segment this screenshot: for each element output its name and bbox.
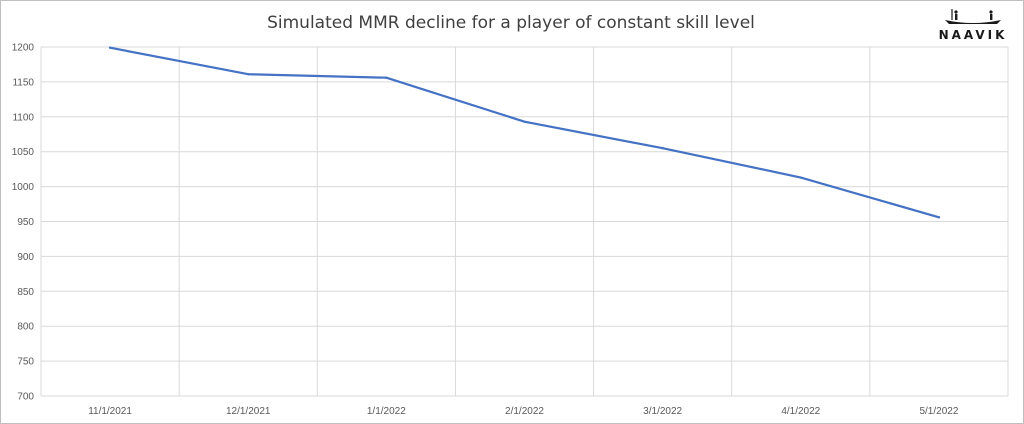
y-tick-label: 900	[17, 252, 34, 263]
y-tick-label: 800	[17, 322, 34, 333]
y-axis-tick-labels: 700 750 800 850 900 950 1000 1050 1100 1150 1200	[12, 43, 35, 403]
naavik-logo: NAAVIK	[939, 9, 1008, 42]
y-tick-label: 1150	[12, 77, 34, 88]
data-point	[108, 46, 112, 49]
y-tick-label: 950	[17, 217, 34, 228]
y-tick-label: 850	[17, 287, 34, 298]
data-point	[937, 216, 941, 219]
x-tick-label: 1/1/2022	[367, 406, 406, 417]
x-tick-label: 12/1/2021	[226, 406, 271, 417]
boat-icon	[945, 9, 1001, 24]
y-tick-label: 700	[17, 392, 34, 403]
x-tick-label: 4/1/2022	[781, 406, 820, 417]
series-line	[108, 46, 941, 219]
y-tick-label: 1100	[12, 112, 34, 123]
data-point	[799, 176, 802, 179]
logo-text: NAAVIK	[939, 28, 1008, 42]
x-tick-label: 11/1/2021	[88, 406, 132, 417]
y-tick-label: 1200	[12, 43, 35, 54]
data-point	[661, 147, 664, 150]
x-axis-tick-labels: 11/1/2021 12/1/2021 1/1/2022 2/1/2022 3/1/20…	[88, 406, 959, 417]
y-tick-label: 750	[17, 357, 34, 368]
series-group	[108, 46, 941, 219]
y-tick-label: 1000	[12, 182, 35, 193]
chart-title: Simulated MMR decline for a player of co…	[267, 13, 755, 33]
data-point	[247, 73, 250, 76]
gridlines	[40, 46, 1009, 397]
x-tick-label: 5/1/2022	[919, 406, 958, 417]
data-point	[523, 120, 526, 123]
x-tick-label: 2/1/2022	[505, 406, 544, 417]
y-tick-label: 1050	[12, 147, 35, 158]
data-point	[385, 76, 388, 79]
x-tick-label: 3/1/2022	[643, 406, 682, 417]
